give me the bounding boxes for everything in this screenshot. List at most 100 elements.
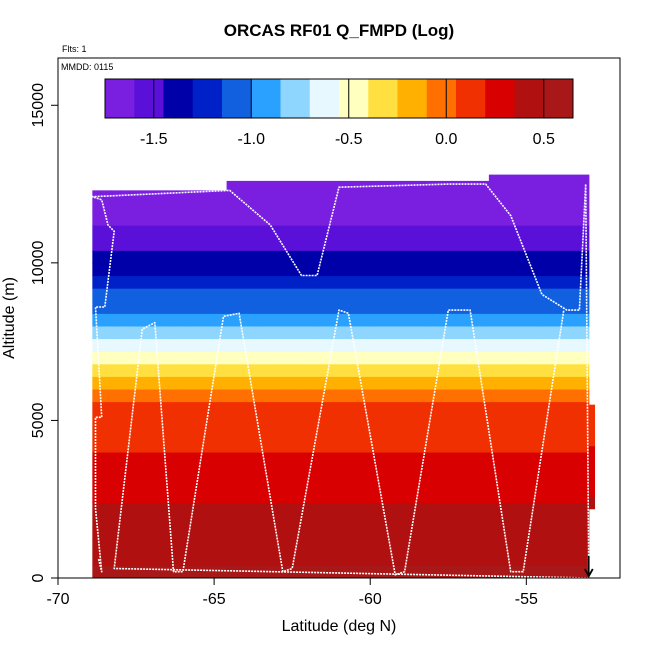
heatmap-cell xyxy=(367,338,378,352)
heatmap-cell xyxy=(235,325,246,340)
heatmap-cell xyxy=(545,565,556,578)
heatmap-cell xyxy=(339,540,349,554)
heatmap-cell xyxy=(507,514,518,529)
heatmap-cell xyxy=(129,376,140,390)
heatmap-cell xyxy=(301,275,312,289)
heatmap-cell xyxy=(535,565,546,578)
heatmap-cell xyxy=(176,237,187,251)
heatmap-cell xyxy=(348,199,359,214)
heatmap-cell xyxy=(573,439,584,453)
heatmap-cell xyxy=(120,313,131,327)
heatmap-cell xyxy=(329,426,340,440)
heatmap-cell xyxy=(186,426,196,440)
heatmap-cell xyxy=(498,250,509,264)
heatmap-cell xyxy=(310,275,321,289)
heatmap-cell xyxy=(223,439,228,453)
heatmap-cell xyxy=(157,313,168,327)
heatmap-cell xyxy=(413,414,424,428)
heatmap-cell xyxy=(101,262,112,277)
heatmap-cell xyxy=(404,313,415,327)
heatmap-cell xyxy=(348,514,359,529)
heatmap-cell xyxy=(148,338,159,352)
heatmap-cell xyxy=(554,338,565,352)
heatmap-cell xyxy=(423,225,434,239)
heatmap-cell xyxy=(245,451,256,466)
heatmap-cell xyxy=(245,250,256,264)
heatmap-cell xyxy=(195,401,206,415)
heatmap-cell xyxy=(129,502,140,516)
heatmap-cell xyxy=(507,527,518,541)
heatmap-cell xyxy=(186,363,196,377)
heatmap-cell xyxy=(254,401,265,415)
heatmap-cell xyxy=(176,300,187,314)
heatmap-cell xyxy=(470,464,481,478)
heatmap-cell xyxy=(223,325,228,340)
heatmap-cell xyxy=(563,464,574,478)
heatmap-cell xyxy=(479,451,490,466)
heatmap-cell xyxy=(226,300,237,314)
heatmap-cell xyxy=(310,376,321,390)
colorbar-swatch xyxy=(485,79,515,118)
heatmap-cell xyxy=(111,477,122,491)
heatmap-cell xyxy=(488,199,499,214)
heatmap-cell xyxy=(470,212,481,226)
heatmap-cell xyxy=(442,477,452,491)
heatmap-cell xyxy=(545,489,556,503)
heatmap-cell xyxy=(92,388,103,403)
heatmap-cell xyxy=(245,237,256,251)
colorbar-tick-label: 0.0 xyxy=(435,131,457,148)
heatmap-cell xyxy=(563,477,574,491)
heatmap-cell xyxy=(498,300,509,314)
heatmap-cell xyxy=(582,540,590,554)
heatmap-cell xyxy=(516,351,527,365)
heatmap-cell xyxy=(329,237,340,251)
heatmap-cell xyxy=(186,313,196,327)
heatmap-cell xyxy=(451,552,462,566)
colorbar-swatch xyxy=(426,79,457,118)
heatmap-cell xyxy=(526,426,537,440)
heatmap-cell xyxy=(563,275,574,289)
heatmap-cell xyxy=(176,250,187,264)
heatmap-cell xyxy=(111,401,122,415)
heatmap-cell xyxy=(348,180,359,188)
heatmap-cell xyxy=(320,540,331,554)
heatmap-cell xyxy=(129,552,140,566)
heatmap-cell xyxy=(385,414,396,428)
heatmap-cell xyxy=(404,237,415,251)
heatmap-cell xyxy=(451,540,462,554)
heatmap-cell xyxy=(470,401,481,415)
heatmap-cell xyxy=(223,401,228,415)
heatmap-cell xyxy=(563,527,574,541)
heatmap-cell xyxy=(167,565,178,578)
heatmap-cell xyxy=(404,250,415,264)
heatmap-cell xyxy=(545,325,556,340)
heatmap-cell xyxy=(395,351,406,365)
heatmap-cell xyxy=(176,552,187,566)
heatmap-cell xyxy=(573,262,584,277)
heatmap-cell xyxy=(129,414,140,428)
heatmap-cell xyxy=(498,325,509,340)
heatmap-cell xyxy=(254,388,265,403)
heatmap-cell xyxy=(488,363,499,377)
heatmap-cell xyxy=(254,262,265,277)
heatmap-cell xyxy=(204,325,215,340)
heatmap-cell xyxy=(573,540,584,554)
heatmap-cell xyxy=(310,313,321,327)
heatmap-cell xyxy=(554,401,565,415)
heatmap-cell xyxy=(339,237,349,251)
heatmap-cell xyxy=(554,376,565,390)
heatmap-cell xyxy=(339,262,349,277)
heatmap-cell xyxy=(404,502,415,516)
heatmap-cell xyxy=(470,451,481,466)
heatmap-cell xyxy=(310,300,321,314)
heatmap-cell xyxy=(235,288,246,302)
heatmap-cell xyxy=(111,212,122,226)
heatmap-cell xyxy=(442,565,452,578)
heatmap-cell xyxy=(139,313,150,327)
heatmap-cell xyxy=(310,180,321,188)
heatmap-cell xyxy=(101,313,112,327)
heatmap-cell xyxy=(348,250,359,264)
heatmap-cell xyxy=(470,376,481,390)
heatmap-cell xyxy=(223,190,228,201)
